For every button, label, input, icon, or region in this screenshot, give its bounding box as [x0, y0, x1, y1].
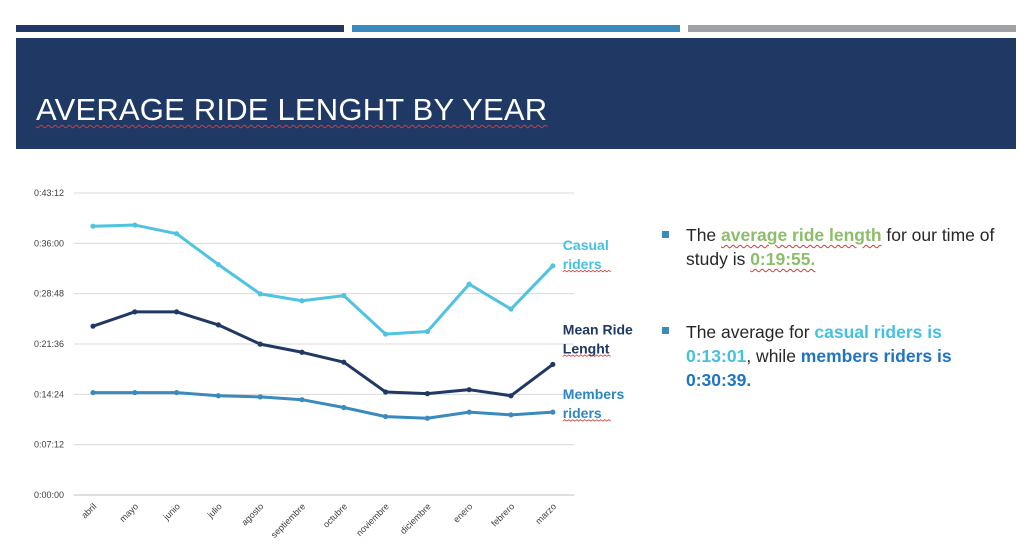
bullet-casual-members-text: The average for casual riders is 0:13:01…: [686, 322, 952, 390]
accent-bar-gray: [688, 25, 1016, 32]
data-point: [174, 389, 180, 396]
x-tick-label: enero: [451, 501, 474, 524]
spellcheck-underline: [562, 354, 612, 357]
bullet-marker: [662, 231, 669, 238]
x-tick-label: febrero: [489, 501, 516, 528]
data-point: [508, 412, 514, 418]
data-point: [424, 328, 430, 335]
data-point: [132, 222, 138, 228]
bullet-average-text: The average ride length for our time of …: [686, 225, 995, 269]
data-point: [174, 231, 180, 237]
chart-gridlines: [74, 192, 574, 496]
y-tick-label: 0:14:24: [34, 389, 64, 399]
series-label: Casual: [563, 237, 609, 253]
data-point: [132, 389, 138, 396]
data-point: [466, 281, 472, 287]
data-point: [215, 393, 221, 399]
accent-bar-dark: [16, 25, 344, 32]
data-point: [383, 331, 389, 337]
accent-bar-blue: [352, 25, 680, 32]
series-line: [93, 391, 553, 420]
chart-series-lines: [90, 222, 556, 421]
series-line: [92, 310, 554, 398]
x-tick-label: mayo: [118, 501, 141, 524]
y-tick-label: 0:21:36: [34, 339, 64, 349]
title-banner: AVERAGE RIDE LENGHT BY YEAR: [16, 38, 1016, 149]
data-point: [341, 404, 347, 411]
data-point: [90, 389, 96, 396]
data-point: [383, 389, 389, 395]
spellcheck-underline: [562, 419, 612, 422]
series-label: riders: [563, 405, 602, 421]
series-line: [92, 223, 554, 336]
y-tick-label: 0:43:12: [34, 188, 64, 198]
data-point: [508, 393, 514, 399]
data-point: [466, 387, 472, 393]
data-point: [341, 359, 347, 365]
data-point: [174, 309, 180, 315]
data-point: [299, 397, 305, 403]
x-tick-label: octubre: [321, 501, 349, 529]
data-point: [550, 361, 556, 367]
series-label: riders: [563, 256, 602, 272]
data-point: [132, 309, 138, 315]
data-point: [508, 306, 514, 312]
x-tick-label: marzo: [533, 501, 558, 526]
data-point: [90, 323, 96, 329]
x-tick-label: agosto: [239, 501, 265, 527]
data-point: [466, 409, 472, 415]
y-tick-label: 0:07:12: [34, 440, 64, 450]
data-point: [299, 349, 305, 355]
y-tick-label: 0:28:48: [34, 289, 64, 299]
x-tick-label: noviembre: [354, 501, 391, 538]
y-tick-label: 0:00:00: [34, 490, 64, 500]
data-point: [424, 415, 430, 421]
data-point: [215, 261, 221, 268]
data-point: [341, 293, 347, 299]
x-axis-labels: abril mayo junio julio agosto septiembre octub…: [79, 501, 558, 540]
spellcheck-underline: [562, 269, 612, 273]
y-axis-labels: 0:00:00 0:07:12 0:14:24 0:21:36 0:28:48 0:36:…: [34, 188, 64, 500]
x-tick-label: septiembre: [269, 501, 308, 540]
x-tick-label: julio: [205, 501, 224, 520]
slide-title: AVERAGE RIDE LENGHT BY YEAR: [36, 92, 548, 127]
series-labels: Casual riders Mean Ride Lenght Members riders: [562, 237, 633, 422]
series-label: Lenght: [563, 340, 610, 356]
x-tick-label: diciembre: [398, 501, 433, 536]
x-tick-label: junio: [161, 501, 182, 522]
x-tick-label: abril: [79, 501, 98, 520]
data-point: [257, 291, 263, 297]
line-chart: 0:00:00 0:07:12 0:14:24 0:21:36 0:28:48 0:36:…: [34, 188, 633, 540]
data-point: [257, 341, 263, 347]
data-point: [257, 394, 263, 400]
data-point: [424, 391, 430, 397]
data-point: [383, 413, 389, 420]
bullet-marker: [662, 327, 669, 334]
series-label: Members: [563, 386, 625, 402]
series-label: Mean Ride: [563, 321, 633, 337]
data-point: [90, 223, 96, 229]
data-point: [550, 409, 556, 415]
y-tick-label: 0:36:00: [34, 238, 64, 248]
data-point: [215, 322, 221, 328]
data-point: [299, 298, 305, 304]
data-point: [550, 263, 556, 269]
